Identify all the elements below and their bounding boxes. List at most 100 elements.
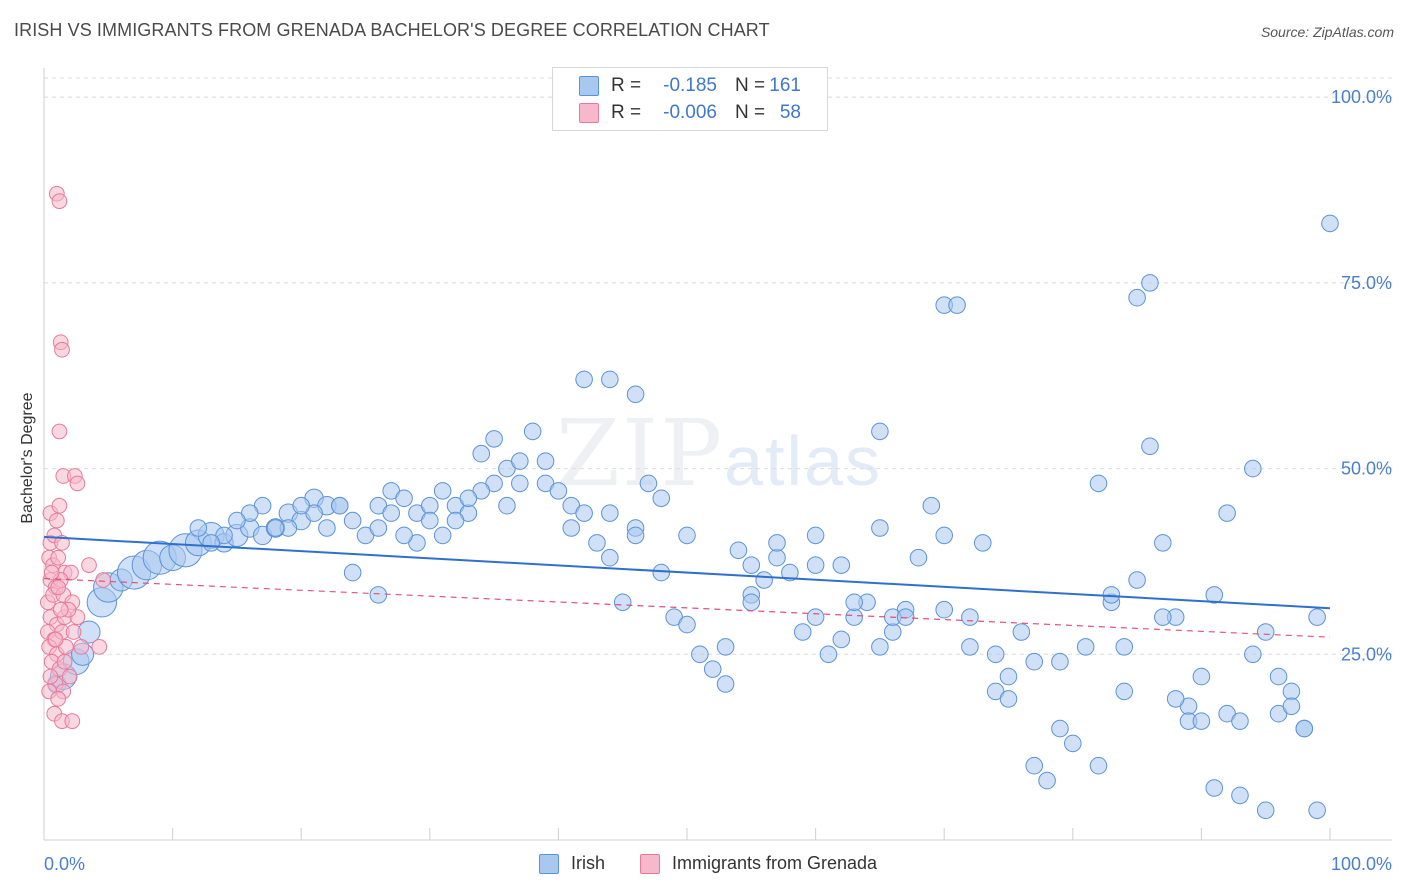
irish-point <box>1089 474 1108 493</box>
legend-r-label: R = <box>611 102 642 123</box>
irish-point <box>1115 682 1134 701</box>
irish-point <box>446 511 465 530</box>
irish-point <box>523 422 542 441</box>
irish-point <box>1128 288 1146 307</box>
x-tick-label: 0.0% <box>44 854 85 874</box>
irish-point <box>331 496 349 515</box>
grenada-point <box>81 557 97 574</box>
source-label: Source: ZipAtlas.com <box>1260 24 1394 40</box>
irish-point <box>999 690 1018 708</box>
legend-n-label: N = <box>735 102 766 123</box>
watermark-zip: ZIP <box>556 400 725 507</box>
irish-point <box>1231 712 1249 730</box>
grenada-point <box>51 423 68 440</box>
watermark: ZIPatlas <box>556 400 882 507</box>
irish-point <box>1244 645 1262 664</box>
chart-title: IRISH VS IMMIGRANTS FROM GRENADA BACHELO… <box>14 20 770 40</box>
x-tick-label: 100.0% <box>1331 854 1392 874</box>
grenada-point <box>54 534 70 551</box>
irish-point <box>1295 719 1314 738</box>
irish-point <box>871 422 889 441</box>
irish-point <box>601 504 619 522</box>
irish-point <box>1025 756 1043 775</box>
irish-point <box>678 615 696 634</box>
irish-point <box>768 548 786 567</box>
irish-point <box>986 645 1005 664</box>
irish-point <box>575 504 593 522</box>
irish-point <box>1051 652 1069 671</box>
irish-point <box>896 608 915 626</box>
bottom-legend-swatch-grenada <box>640 854 660 874</box>
legend-row-grenada: R = -0.006 N = 58 <box>553 99 827 127</box>
irish-point <box>498 496 516 515</box>
irish-point <box>266 519 285 537</box>
grenada-point <box>56 653 73 670</box>
irish-point <box>845 608 863 626</box>
irish-point <box>1038 771 1056 790</box>
irish-point <box>343 511 362 530</box>
grenada-point <box>51 497 68 514</box>
irish-point <box>1141 437 1159 456</box>
irish-point <box>768 534 786 552</box>
irish-point <box>601 548 619 567</box>
irish-point <box>1064 734 1082 753</box>
irish-point <box>459 489 478 508</box>
irish-point <box>652 563 671 582</box>
irish-point <box>793 623 812 641</box>
irish-point <box>369 586 388 604</box>
irish-point <box>511 452 529 470</box>
irish-point <box>228 511 246 530</box>
irish-point <box>395 526 413 545</box>
irish-point <box>1128 571 1146 589</box>
irish-point <box>948 296 966 314</box>
irish-point <box>1089 756 1108 775</box>
irish-point <box>421 496 439 515</box>
irish-point <box>1256 623 1275 641</box>
irish-point <box>1115 638 1134 656</box>
irish-point <box>613 593 632 612</box>
irish-point <box>1012 623 1031 641</box>
irish-point <box>652 489 671 508</box>
irish-point <box>1192 712 1211 730</box>
irish-point <box>1025 652 1043 671</box>
irish-point <box>1218 504 1236 522</box>
legend-n-label: N = <box>735 75 766 96</box>
irish-point <box>691 645 709 664</box>
legend-swatch-irish <box>579 76 599 96</box>
irish-point <box>1154 534 1172 552</box>
irish-point <box>1321 214 1339 233</box>
irish-point <box>369 519 388 537</box>
irish-point <box>832 630 851 649</box>
legend-swatch-grenada <box>579 103 599 123</box>
irish-point <box>343 563 362 582</box>
grenada-point <box>47 631 64 648</box>
bottom-legend-label-irish: Irish <box>571 853 606 873</box>
irish-point <box>1244 459 1262 478</box>
irish-point <box>729 541 748 560</box>
irish-point <box>549 482 568 500</box>
grenada-point <box>49 512 65 529</box>
irish-point <box>1205 586 1224 604</box>
irish-point <box>716 638 735 656</box>
y-tick-label: 100.0% <box>1331 87 1392 107</box>
irish-point <box>1308 608 1326 626</box>
grenada-point <box>65 624 82 640</box>
irish-point <box>935 600 953 619</box>
irish-point <box>1154 608 1172 626</box>
grenada-trend-line <box>43 577 1331 638</box>
irish-point <box>806 526 825 545</box>
irish-point <box>871 638 889 656</box>
grenada-point <box>43 564 60 581</box>
irish-point <box>703 660 722 678</box>
irish-point <box>511 474 529 493</box>
legend-r-value: -0.006 <box>663 102 717 123</box>
irish-point <box>961 608 979 626</box>
irish-point <box>1076 638 1095 656</box>
irish-point <box>961 638 979 656</box>
y-tick-label: 75.0% <box>1341 273 1392 293</box>
irish-point <box>871 519 889 537</box>
irish-point <box>935 526 953 545</box>
irish-point <box>883 623 902 641</box>
grenada-point <box>50 549 67 566</box>
